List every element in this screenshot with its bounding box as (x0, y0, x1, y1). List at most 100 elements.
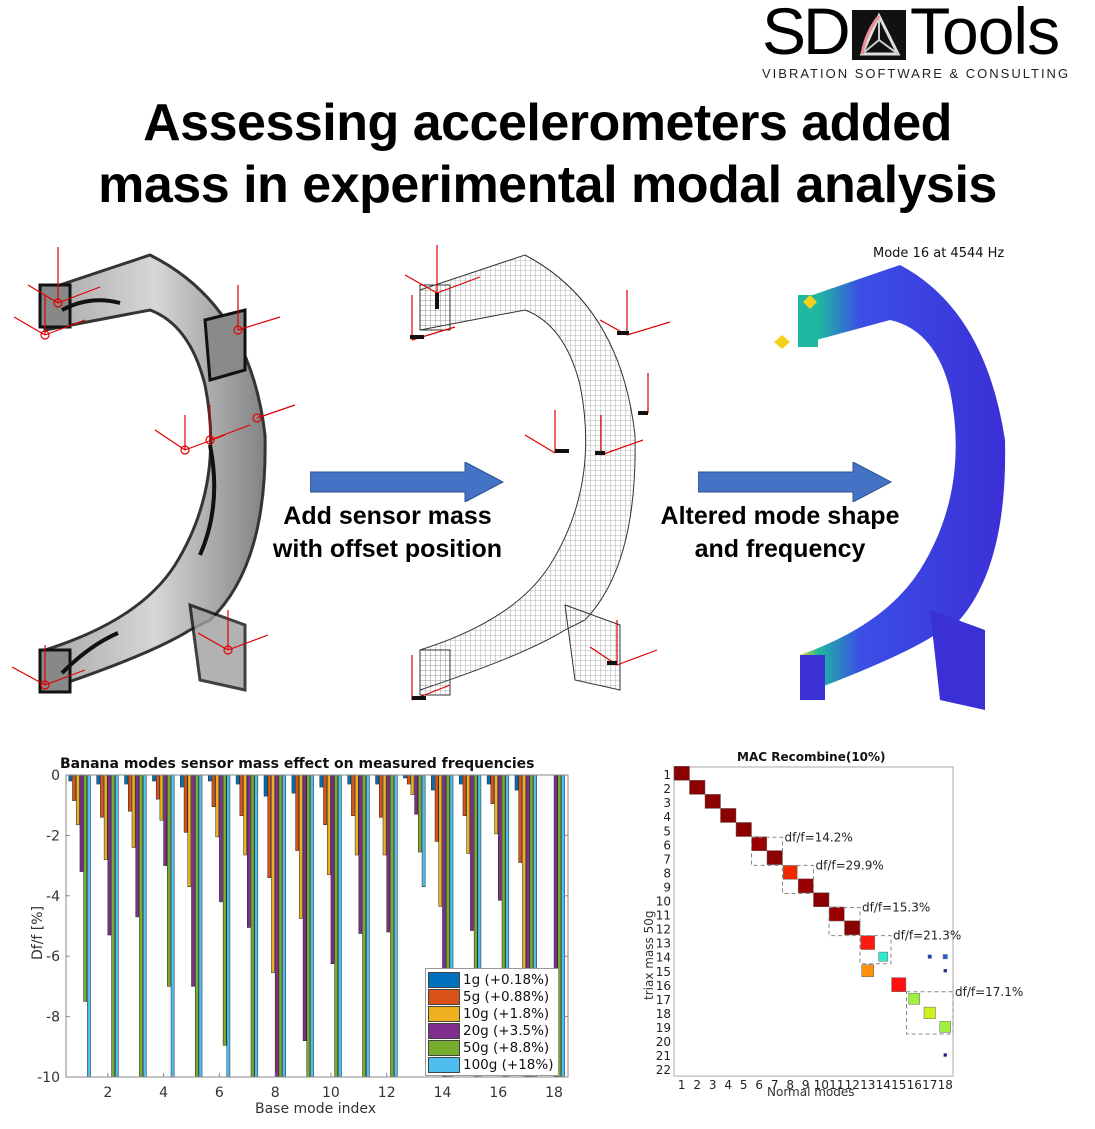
bar (131, 774, 136, 848)
arrow-right-icon (309, 461, 505, 507)
mac-annotation: df/f=17.1% (955, 985, 1023, 999)
bar (393, 774, 398, 1078)
mac-cell (704, 794, 721, 809)
mac-cell (939, 1021, 951, 1033)
mac-annotation: df/f=21.3% (893, 929, 961, 943)
x-tick-label: 12 (378, 1085, 396, 1101)
y-tick-label: 0 (51, 768, 60, 784)
legend-entry: 10g (+1.8%) (428, 1005, 556, 1022)
mac-cell (891, 977, 907, 992)
bar (100, 774, 104, 818)
x-tick-label: 2 (103, 1085, 112, 1101)
cad-model-panel (0, 235, 300, 715)
bar (115, 774, 119, 1078)
bar (514, 774, 519, 791)
bar (299, 774, 303, 919)
legend-entry: 1g (+0.18%) (428, 971, 556, 988)
mac-x-tick: 2 (693, 1078, 701, 1092)
mac-cell (766, 850, 783, 865)
bar (386, 774, 391, 933)
bar (198, 774, 203, 1078)
bar (382, 774, 387, 856)
x-tick-label: 10 (322, 1085, 340, 1101)
mac-chart: MAC Recombine(10%) triax mass 50g Normal… (640, 745, 1095, 1129)
fe-mesh-panel (395, 235, 671, 715)
logo-tagline: VIBRATION SOFTWARE & CONSULTING (762, 66, 1071, 81)
bar (410, 774, 415, 795)
mac-annotation: df/f=15.3% (862, 901, 930, 915)
mac-cell (720, 808, 737, 823)
mac-x-tick: 8 (786, 1078, 794, 1092)
mac-y-tick: 9 (663, 880, 671, 894)
bar (207, 774, 212, 782)
mac-annotation: df/f=29.9% (816, 858, 884, 872)
bar (135, 774, 140, 918)
bar (83, 774, 88, 1002)
bar (96, 774, 101, 785)
mac-cell (923, 1006, 936, 1019)
mac-y-tick: 7 (663, 852, 671, 866)
bar (366, 774, 370, 1078)
legend-label: 100g (+18%) (463, 1056, 554, 1073)
fe-mesh-image (404, 245, 671, 701)
legend-swatch (428, 1022, 460, 1039)
legend-swatch (428, 971, 460, 988)
logo-brand-left: SD (762, 0, 851, 68)
mac-y-tick: 20 (656, 1035, 671, 1049)
x-tick-label: 14 (434, 1085, 452, 1101)
bar (458, 774, 463, 785)
mac-x-tick: 9 (802, 1078, 810, 1092)
mac-x-tick: 12 (845, 1078, 860, 1092)
mac-cell (861, 964, 875, 977)
mac-y-tick: 16 (656, 979, 671, 993)
bar (390, 774, 394, 1078)
mac-y-tick: 13 (656, 937, 671, 951)
mac-y-tick: 14 (656, 951, 671, 965)
bar (319, 774, 324, 788)
mac-annotation: df/f=14.2% (785, 830, 853, 844)
mac-y-tick: 1 (663, 768, 671, 782)
bar (291, 774, 296, 794)
mac-cell (735, 822, 752, 837)
mac-y-tick: 5 (663, 824, 671, 838)
bar (462, 774, 467, 817)
bar (75, 774, 80, 826)
y-tick-label: -2 (46, 828, 60, 844)
legend-swatch (428, 1056, 460, 1073)
mac-x-tick: 1 (678, 1078, 686, 1092)
bar (103, 774, 108, 860)
mac-cell (751, 836, 768, 852)
bar (170, 774, 175, 1078)
legend-entry: 50g (+8.8%) (428, 1039, 556, 1056)
mac-chart-title: MAC Recombine(10%) (737, 750, 886, 764)
mac-x-tick: 14 (876, 1078, 891, 1092)
bar (235, 774, 240, 785)
bar (191, 774, 195, 987)
title-line-2: mass in experimental modal analysis (98, 156, 997, 214)
bar-chart-xlabel: Base mode index (255, 1101, 376, 1117)
mac-y-tick: 6 (663, 838, 671, 852)
mac-y-tick: 21 (656, 1049, 671, 1063)
legend-label: 10g (+1.8%) (463, 1005, 550, 1022)
legend-swatch (428, 988, 460, 1005)
bar (247, 774, 251, 928)
bar (434, 774, 439, 842)
mac-cell (878, 951, 889, 962)
bar (406, 774, 411, 785)
step1-caption: Add sensor mass with offset position (272, 502, 503, 563)
bar (438, 774, 443, 907)
mac-y-tick: 2 (663, 782, 671, 796)
mode-label: Mode 16 at 4544 Hz (873, 246, 1005, 261)
mac-cell (927, 954, 932, 959)
page-title: Assessing accelerometers added mass in e… (0, 92, 1095, 216)
bar (295, 774, 299, 851)
bar (250, 774, 255, 1078)
mac-x-tick: 6 (755, 1078, 763, 1092)
bar (211, 774, 216, 807)
bar (302, 774, 307, 1042)
step2-caption: Altered mode shape and frequency (660, 502, 900, 563)
mac-cell (943, 1053, 947, 1057)
bar (470, 774, 474, 931)
mac-x-tick: 13 (860, 1078, 875, 1092)
